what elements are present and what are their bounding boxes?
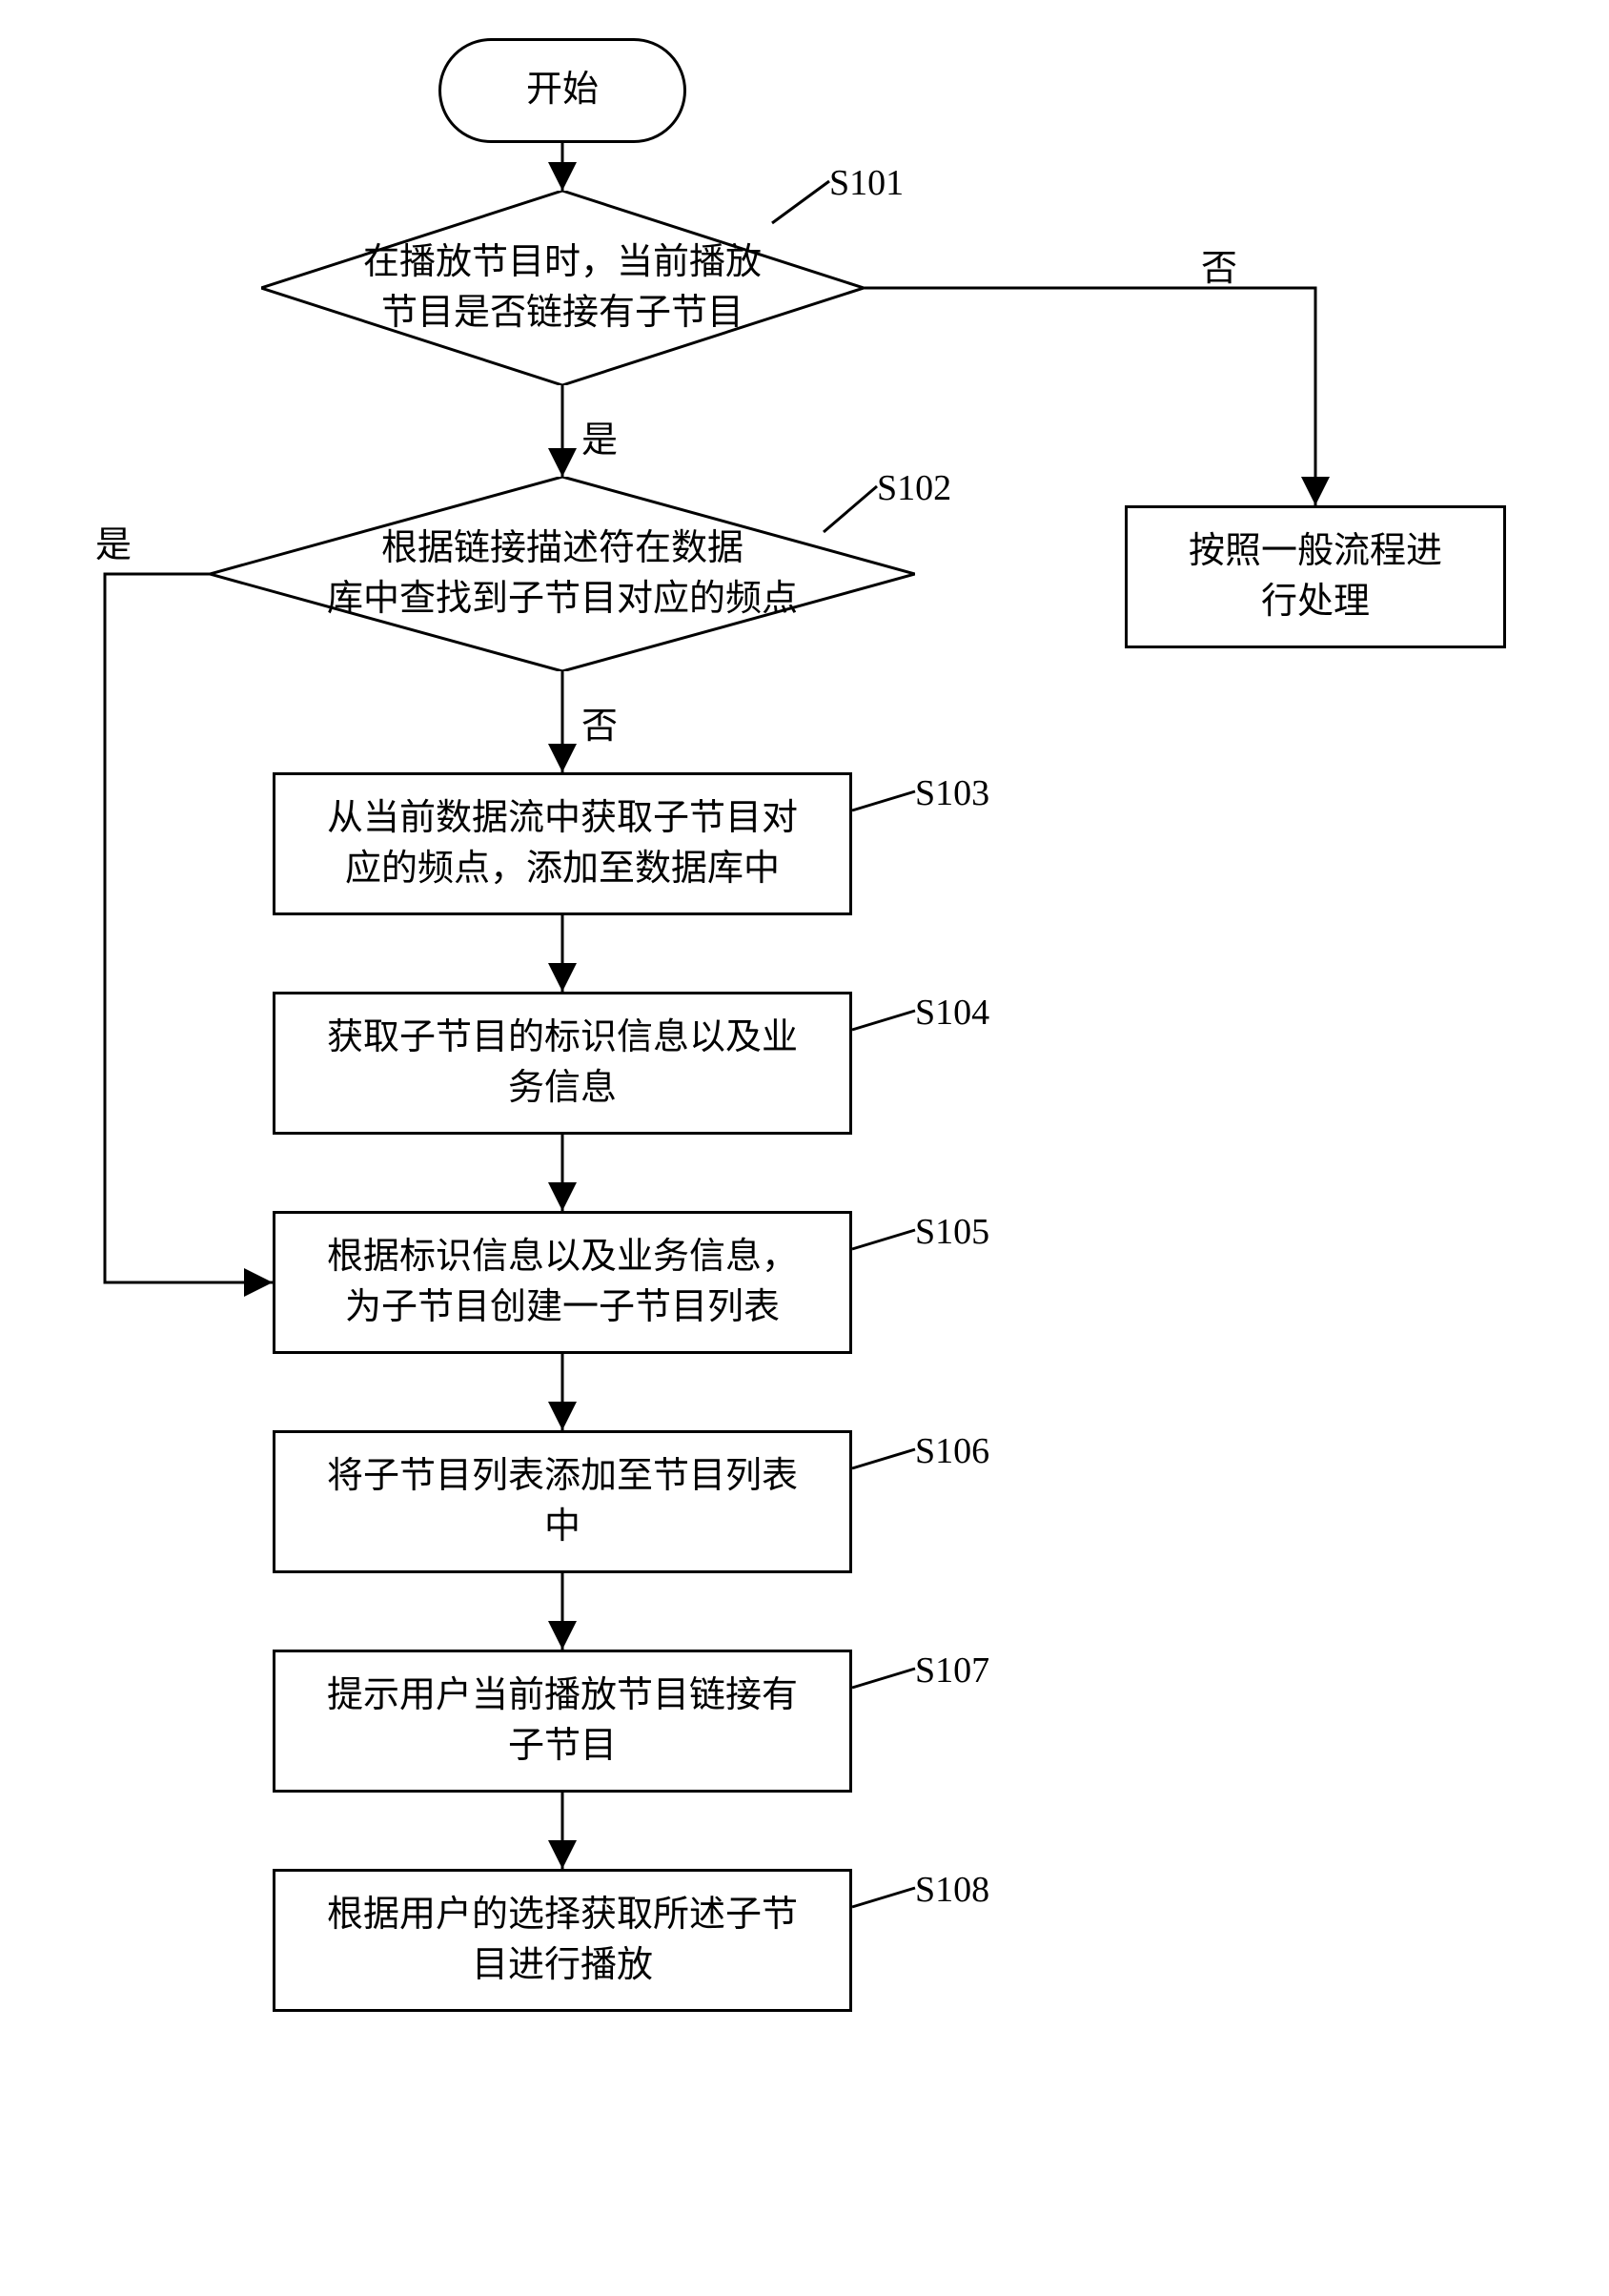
process-s104: 获取子节目的标识信息以及业 务信息	[273, 992, 852, 1135]
step-label-s107: S107	[915, 1650, 989, 1691]
label-text: S101	[829, 163, 904, 203]
label-text: S107	[915, 1650, 989, 1691]
label-text: S108	[915, 1870, 989, 1910]
step-label-s103: S103	[915, 772, 989, 814]
start-label: 开始	[526, 65, 599, 115]
step-label-s105: S105	[915, 1211, 989, 1253]
label-text: S105	[915, 1212, 989, 1252]
label-text: 是	[581, 420, 618, 461]
label-text: S103	[915, 773, 989, 813]
edge-label-s101-yes: 是	[581, 410, 618, 462]
node-text: 根据标识信息以及业务信息， 为子节目创建一子节目列表	[327, 1232, 798, 1333]
step-label-s102: S102	[877, 467, 951, 509]
step-label-s108: S108	[915, 1869, 989, 1911]
decision-s101-text: 在播放节目时，当前播放 节目是否链接有子节目	[261, 191, 864, 385]
process-s106: 将子节目列表添加至节目列表 中	[273, 1430, 852, 1573]
node-text: 在播放节目时，当前播放 节目是否链接有子节目	[363, 237, 762, 338]
label-text: S104	[915, 993, 989, 1033]
label-text: 否	[1201, 249, 1237, 289]
label-text: S106	[915, 1431, 989, 1471]
node-text: 从当前数据流中获取子节目对 应的频点，添加至数据库中	[327, 793, 798, 894]
step-label-s106: S106	[915, 1430, 989, 1472]
step-label-s104: S104	[915, 992, 989, 1034]
edge-label-s101-no: 否	[1201, 238, 1237, 291]
start-node: 开始	[438, 38, 686, 143]
decision-s102-text: 根据链接描述符在数据 库中查找到子节目对应的频点	[210, 477, 915, 671]
edge-label-s102-no: 否	[581, 696, 618, 748]
process-s108: 根据用户的选择获取所述子节 目进行播放	[273, 1869, 852, 2012]
decision-s102: 根据链接描述符在数据 库中查找到子节目对应的频点	[210, 477, 915, 671]
label-text: 否	[581, 707, 618, 747]
label-text: 是	[95, 525, 132, 565]
node-text: 根据用户的选择获取所述子节 目进行播放	[327, 1890, 798, 1991]
process-s103: 从当前数据流中获取子节目对 应的频点，添加至数据库中	[273, 772, 852, 915]
node-text: 获取子节目的标识信息以及业 务信息	[327, 1013, 798, 1114]
edge-label-s102-yes: 是	[95, 515, 132, 567]
process-s105: 根据标识信息以及业务信息， 为子节目创建一子节目列表	[273, 1211, 852, 1354]
label-text: S102	[877, 468, 951, 508]
process-general: 按照一般流程进 行处理	[1125, 505, 1506, 648]
node-text: 按照一般流程进 行处理	[1189, 526, 1442, 627]
node-text: 根据链接描述符在数据 库中查找到子节目对应的频点	[327, 523, 798, 625]
decision-s101: 在播放节目时，当前播放 节目是否链接有子节目	[261, 191, 864, 385]
node-text: 提示用户当前播放节目链接有 子节目	[327, 1671, 798, 1772]
step-label-s101: S101	[829, 162, 904, 204]
flowchart-canvas: 开始 在播放节目时，当前播放 节目是否链接有子节目 根据链接描述符在数据 库中查…	[0, 0, 1609, 2296]
node-text: 将子节目列表添加至节目列表 中	[327, 1451, 798, 1552]
process-s107: 提示用户当前播放节目链接有 子节目	[273, 1650, 852, 1793]
